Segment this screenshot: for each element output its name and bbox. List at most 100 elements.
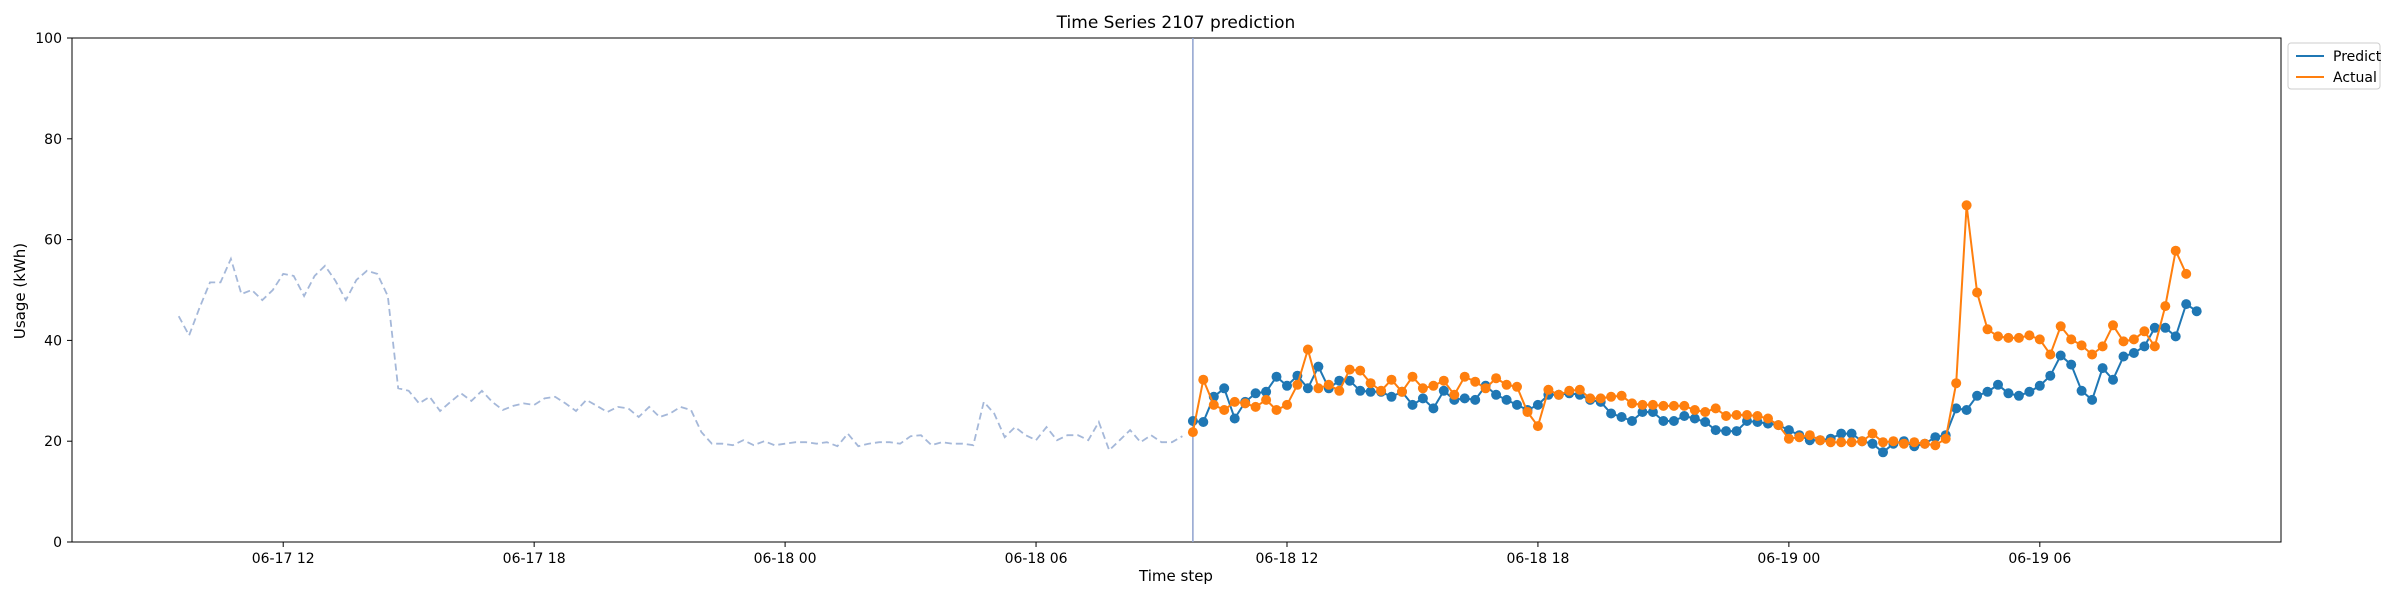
data-point-predict — [1878, 447, 1888, 458]
data-point-actual — [1940, 433, 1951, 444]
data-point-predict — [2045, 370, 2056, 381]
data-point-actual — [1637, 399, 1648, 410]
x-tick-label: 06-18 06 — [1005, 551, 1068, 567]
data-point-actual — [1742, 410, 1752, 420]
data-point-predict — [1647, 407, 1658, 417]
data-point-actual — [1187, 427, 1198, 438]
data-point-actual — [1250, 401, 1261, 412]
data-point-actual — [1376, 385, 1387, 396]
data-point-predict — [1428, 403, 1439, 414]
data-point-predict — [2087, 394, 2098, 405]
data-point-predict — [1982, 386, 1993, 397]
data-point-predict — [1836, 428, 1847, 439]
data-point-actual — [1679, 400, 1690, 411]
data-point-predict — [2034, 380, 2045, 391]
data-point-predict — [1930, 432, 1941, 443]
data-point-predict — [1407, 399, 1418, 410]
data-point-actual — [1323, 379, 1334, 390]
x-tick-label: 06-19 00 — [1757, 551, 1820, 567]
data-point-predict — [2055, 350, 2066, 361]
data-point-actual — [1972, 287, 1983, 298]
y-tick-label: 60 — [44, 233, 62, 249]
data-point-predict — [1501, 394, 1512, 405]
data-point-actual — [1878, 437, 1888, 448]
data-point-predict — [1250, 388, 1261, 399]
x-tick-label: 06-17 12 — [252, 551, 315, 567]
data-point-actual — [2118, 336, 2129, 347]
data-point-actual — [1491, 373, 1502, 384]
data-point-actual — [1825, 437, 1836, 448]
data-point-actual — [1417, 383, 1428, 394]
data-point-actual — [1794, 432, 1805, 443]
x-axis-label: Time step — [1138, 567, 1213, 585]
data-point-actual — [1292, 379, 1303, 390]
data-point-actual — [1710, 403, 1721, 414]
data-point-actual — [2181, 268, 2192, 279]
data-point-actual — [2076, 340, 2087, 351]
data-point-predict — [1302, 383, 1313, 394]
data-point-actual — [1982, 324, 1993, 335]
series-predict — [1187, 299, 2202, 458]
plot-area — [71, 37, 2282, 543]
data-point-actual — [2087, 349, 2098, 360]
data-point-predict — [1606, 408, 1617, 419]
data-point-predict — [1532, 399, 1543, 410]
data-point-actual — [1606, 391, 1617, 402]
data-point-predict — [1365, 386, 1376, 397]
data-point-predict — [1386, 391, 1397, 402]
legend: Predict Actual — [2287, 42, 2382, 90]
data-point-actual — [1888, 436, 1899, 447]
data-point-actual — [1815, 435, 1826, 446]
data-point-actual — [1219, 405, 1230, 415]
data-point-actual — [1428, 380, 1439, 391]
data-point-predict — [1993, 379, 2003, 390]
data-point-actual — [2170, 245, 2181, 256]
x-tick-label: 06-18 18 — [1506, 551, 1569, 567]
data-point-predict — [2118, 351, 2129, 362]
data-point-predict — [1846, 428, 1857, 439]
data-point-actual — [1700, 407, 1711, 417]
data-point-actual — [1909, 437, 1920, 448]
data-point-predict — [2128, 348, 2139, 358]
data-point-actual — [1951, 378, 1962, 389]
data-point-predict — [1867, 438, 1878, 449]
data-point-actual — [1480, 383, 1491, 394]
data-point-actual — [1574, 384, 1585, 395]
data-point-actual — [1501, 379, 1512, 390]
data-point-predict — [1512, 399, 1522, 410]
data-point-actual — [1616, 390, 1627, 401]
data-point-actual — [1898, 438, 1909, 449]
data-point-actual — [1229, 396, 1240, 407]
data-point-actual — [1261, 394, 1272, 405]
data-point-actual — [2003, 332, 2014, 343]
data-point-actual — [2149, 341, 2160, 352]
data-point-predict — [1679, 411, 1690, 421]
data-point-predict — [1219, 383, 1230, 394]
x-tick-label: 06-18 00 — [754, 551, 817, 567]
chart-title: Time Series 2107 prediction — [1056, 13, 1296, 33]
data-point-predict — [2170, 331, 2181, 342]
data-point-predict — [2013, 390, 2024, 401]
data-point-actual — [1334, 385, 1345, 396]
data-point-actual — [1407, 371, 1418, 382]
data-point-predict — [1637, 407, 1648, 417]
data-point-actual — [1512, 381, 1522, 392]
data-point-actual — [1564, 385, 1575, 396]
data-point-actual — [2045, 349, 2056, 360]
data-point-predict — [1334, 375, 1345, 386]
history-line — [177, 256, 1183, 452]
y-tick-label: 20 — [44, 434, 62, 450]
data-point-actual — [1783, 433, 1794, 444]
data-point-actual — [1731, 410, 1742, 420]
data-point-predict — [1459, 393, 1470, 404]
data-point-actual — [1449, 389, 1460, 400]
data-point-predict — [1972, 390, 1983, 401]
data-point-actual — [2160, 301, 2171, 312]
data-point-predict — [1282, 380, 1292, 391]
data-point-actual — [1198, 374, 1209, 385]
data-point-actual — [1930, 440, 1941, 451]
data-point-predict — [2191, 306, 2202, 317]
data-point-predict — [1700, 417, 1711, 427]
data-point-predict — [1355, 385, 1366, 396]
data-point-actual — [1438, 375, 1449, 386]
